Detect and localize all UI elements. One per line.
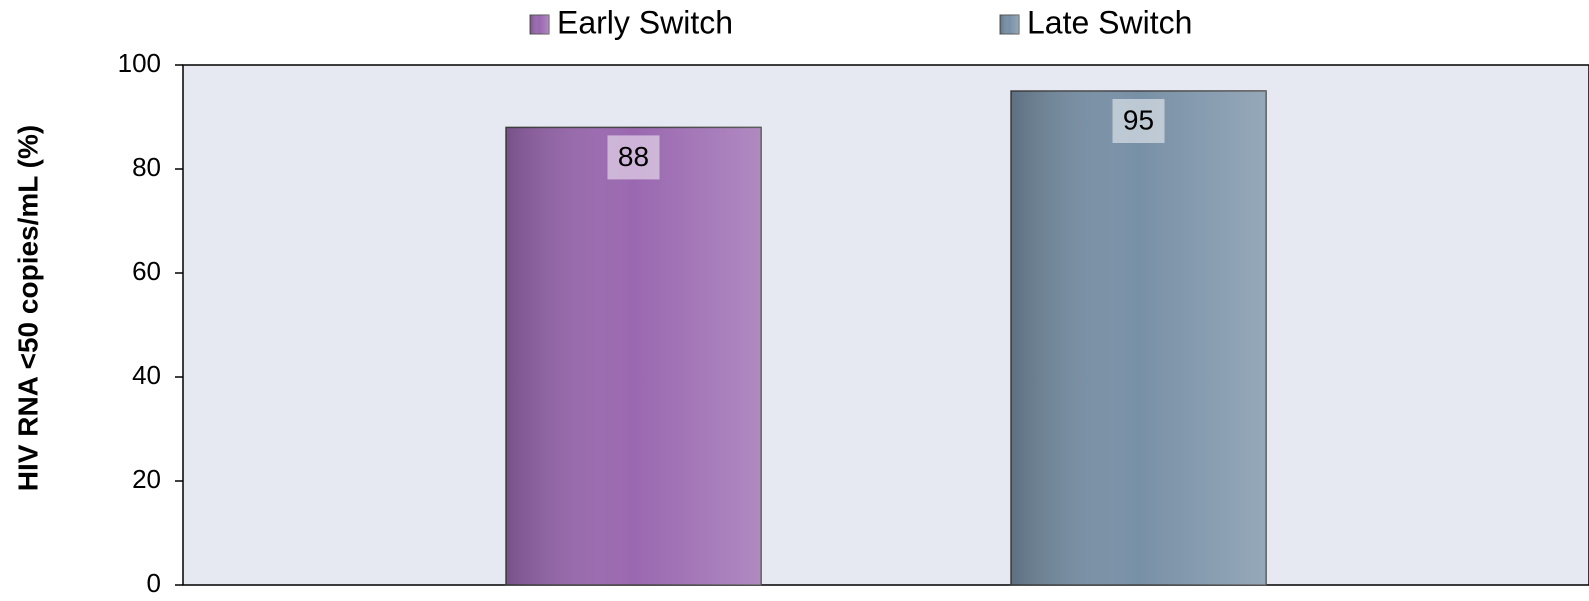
y-tick-label: 80 [132, 152, 161, 182]
legend-label: Early Switch [557, 4, 733, 40]
data-label: 95 [1123, 104, 1154, 135]
y-tick-label: 0 [147, 568, 161, 598]
y-axis-title: HIV RNA <50 copies/mL (%) [12, 125, 43, 491]
legend-marker-shade [530, 15, 549, 34]
data-label-box [1112, 99, 1165, 143]
data-label-box [607, 135, 660, 180]
y-tick-label: 20 [132, 464, 161, 494]
y-tick-label: 60 [132, 256, 161, 286]
data-label: 88 [618, 141, 649, 172]
bar-shade [1011, 91, 1266, 585]
bar-shade [506, 127, 761, 586]
y-tick-label: 40 [132, 360, 161, 390]
legend-marker-shade [1000, 15, 1019, 34]
y-tick-label: 100 [118, 48, 161, 78]
plot-area [182, 64, 1589, 586]
legend-label: Late Switch [1027, 4, 1192, 40]
